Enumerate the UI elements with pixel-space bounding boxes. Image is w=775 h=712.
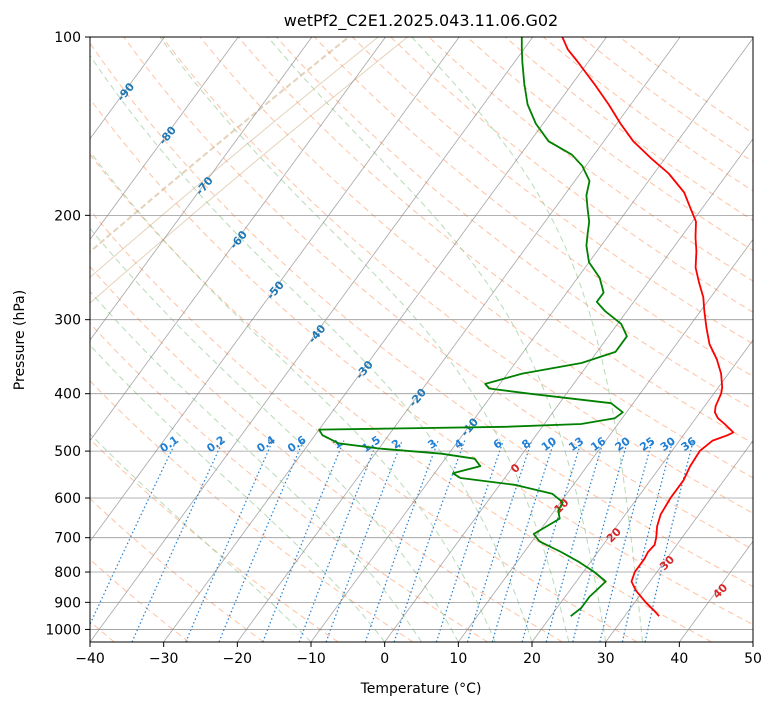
x-tick-label: 10	[449, 651, 467, 667]
x-tick-label: 50	[744, 651, 762, 667]
x-tick-label: −40	[75, 651, 105, 667]
x-tick-label: −30	[149, 651, 179, 667]
x-tick-label: 20	[523, 651, 541, 667]
y-axis-label: Pressure (hPa)	[12, 290, 28, 390]
y-tick-label: 300	[54, 313, 81, 329]
y-tick-label: 400	[54, 387, 81, 403]
x-tick-label: 40	[670, 651, 688, 667]
x-tick-label: 30	[597, 651, 615, 667]
x-tick-label: 0	[380, 651, 389, 667]
x-axis-label: Temperature (°C)	[360, 681, 482, 697]
y-tick-label: 600	[54, 491, 81, 507]
y-tick-label: 700	[54, 531, 81, 547]
x-tick-label: −20	[223, 651, 253, 667]
y-tick-label: 900	[54, 595, 81, 611]
chart-title: wetPf2_C2E1.2025.043.11.06.G02	[284, 11, 558, 31]
x-tick-label: −10	[296, 651, 326, 667]
y-tick-label: 500	[54, 444, 81, 460]
y-tick-label: 100	[54, 30, 81, 46]
y-tick-label: 800	[54, 565, 81, 581]
y-tick-label: 200	[54, 208, 81, 224]
y-tick-label: 1000	[45, 622, 81, 638]
